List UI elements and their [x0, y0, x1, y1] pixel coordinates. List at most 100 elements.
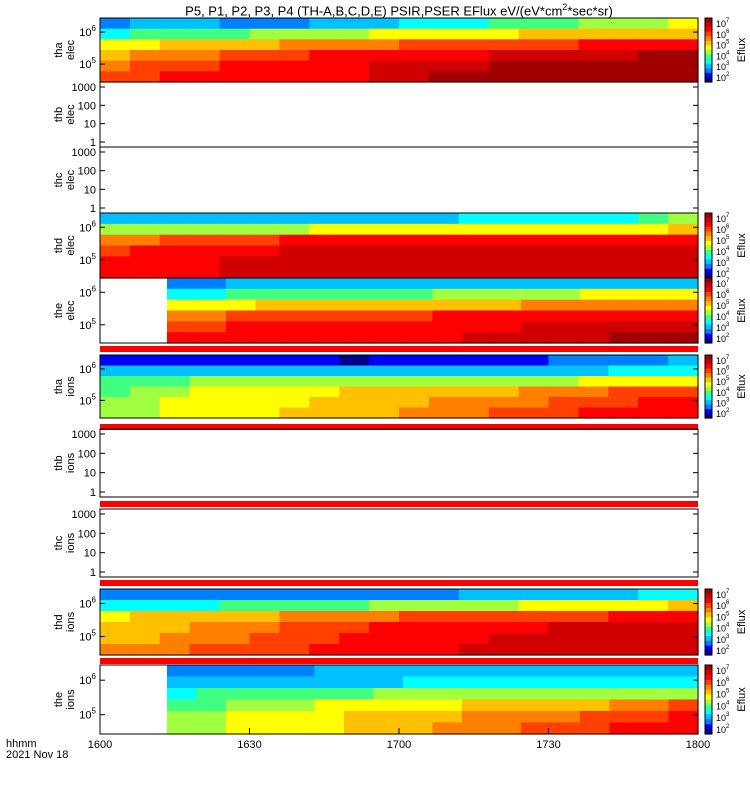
heatmap-cell: [284, 299, 316, 312]
colorbar-segment: [705, 34, 712, 37]
heatmap-cell: [249, 644, 280, 656]
heatmap-cell: [488, 213, 520, 225]
colorbar-segment: [705, 395, 712, 399]
heatmap-cell: [609, 332, 640, 344]
heatmap-cell: [249, 71, 280, 83]
heatmap-cell: [279, 245, 310, 257]
heatmap-cell: [159, 71, 191, 83]
heatmap-cell: [458, 28, 490, 40]
heatmap-cell: [638, 223, 669, 236]
heatmap-cell: [369, 407, 400, 419]
heatmap-cell: [518, 611, 550, 623]
heatmap-cell: [339, 60, 370, 72]
heatmap-cell: [339, 386, 370, 398]
heatmap-cell: [668, 644, 699, 656]
x-tick-label: 1730: [536, 739, 560, 751]
colorbar-segment: [705, 731, 712, 735]
heatmap-cell: [339, 28, 370, 40]
heatmap-cell: [461, 699, 493, 712]
heatmap-cell: [639, 665, 670, 678]
heatmap-cell: [219, 39, 251, 51]
colorbar-segment: [705, 271, 712, 274]
title-text: P5, P1, P2, P3, P4 (TH-A,B,C,D,E) PSIR,P…: [185, 3, 563, 19]
heatmap-cell: [668, 600, 699, 612]
heatmap-cell: [129, 611, 161, 623]
colorbar-segment: [705, 50, 712, 53]
heatmap-cell: [491, 676, 522, 689]
heatmap-cell: [225, 699, 257, 712]
colorbar-segment: [705, 682, 712, 686]
colorbar-segment: [705, 379, 712, 383]
heatmap-cell: [428, 50, 460, 62]
heatmap-cell: [284, 321, 316, 333]
heatmap-cell: [668, 245, 699, 257]
heatmap-cell: [373, 321, 404, 333]
heatmap-cell: [668, 665, 699, 678]
heatmap-cell: [369, 644, 400, 656]
heatmap-cell: [249, 397, 280, 409]
heatmap-cell: [196, 321, 227, 333]
heatmap-cell: [219, 234, 251, 247]
y-tick-label: 106: [79, 24, 96, 39]
panel-label-probe: thc: [53, 172, 65, 187]
colorbar-tick-label: 104: [716, 623, 730, 634]
heatmap-cell: [461, 288, 493, 301]
heatmap-cell: [279, 60, 310, 72]
heatmap-cell: [159, 622, 191, 634]
colorbar-segment: [705, 684, 712, 688]
colorbar-tick-label: 103: [716, 634, 730, 645]
colorbar-segment: [705, 278, 712, 281]
heatmap-cell: [491, 288, 522, 301]
heatmap-cell: [428, 267, 460, 279]
heatmap-cell: [314, 310, 345, 322]
colorbar-segment: [705, 243, 712, 247]
heatmap-cell: [668, 321, 699, 333]
heatmap-cell: [196, 299, 227, 312]
heatmap-cell: [668, 60, 699, 72]
heatmap-cell: [579, 299, 611, 312]
colorbar-segment: [705, 254, 712, 258]
colorbar-segment: [705, 24, 712, 28]
heatmap-cell: [100, 600, 131, 612]
heatmap-cell: [399, 355, 430, 367]
colorbar-segment: [705, 75, 712, 79]
heatmap-cell: [219, 376, 251, 388]
heatmap-cell: [432, 665, 463, 678]
heatmap-cell: [668, 633, 699, 645]
heatmap-cell: [548, 256, 579, 268]
heatmap-cell: [609, 699, 640, 712]
colorbar-segment: [705, 716, 712, 720]
heatmap-cell: [279, 633, 310, 645]
colorbar-segment: [705, 600, 712, 604]
heatmap-cell: [550, 722, 581, 735]
heatmap-cell: [520, 699, 552, 712]
heatmap-cell: [189, 355, 221, 367]
heatmap-cell: [578, 407, 609, 419]
heatmap-cell: [550, 688, 581, 701]
colorbar-segment: [705, 340, 712, 344]
heatmap-cell: [129, 355, 161, 367]
heatmap-cell: [249, 39, 280, 51]
heatmap-cell: [159, 397, 191, 409]
heatmap-cell: [249, 267, 280, 279]
colorbar-segment: [705, 233, 712, 237]
heatmap-cell: [668, 711, 699, 724]
heatmap-cell: [189, 365, 221, 377]
panel-label-species: elec: [65, 39, 77, 60]
heatmap-cell: [638, 39, 669, 51]
heatmap-cell: [609, 299, 640, 312]
heatmap-cell: [343, 688, 375, 701]
heatmap-cell: [668, 397, 699, 409]
colorbar-segment: [705, 638, 712, 642]
heatmap-cell: [520, 321, 552, 333]
colorbar-tick-label: 102: [716, 333, 730, 344]
heatmap-cell: [668, 622, 699, 634]
heatmap-cell: [279, 600, 310, 612]
heatmap-cell: [432, 722, 463, 735]
heatmap-cell: [518, 622, 550, 634]
heatmap-cell: [189, 611, 221, 623]
heatmap-cell: [189, 28, 221, 40]
colorbar-tick-label: 102: [716, 408, 730, 419]
heatmap-cell: [578, 267, 609, 279]
heatmap-cell: [373, 332, 404, 344]
